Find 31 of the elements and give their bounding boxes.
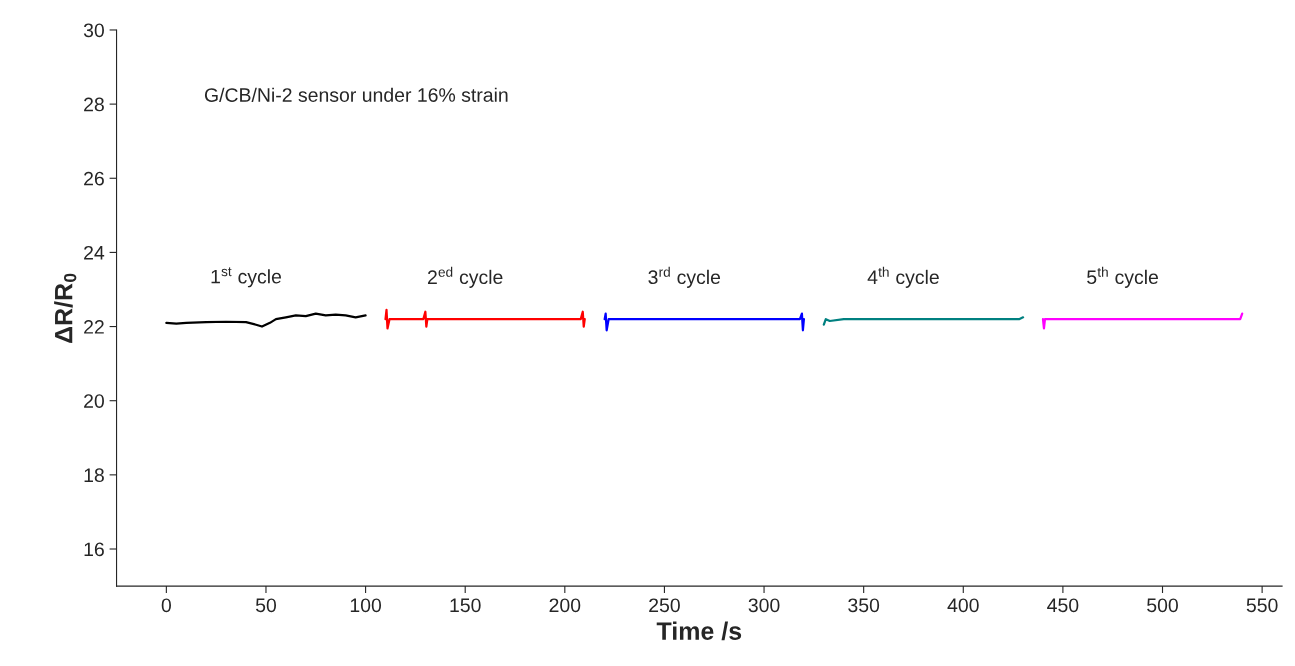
line-series bbox=[384, 308, 586, 330]
x-tick-label: 0 bbox=[161, 598, 171, 613]
line-series bbox=[165, 312, 367, 328]
x-tick-label: 100 bbox=[350, 598, 382, 613]
x-tick-label: 250 bbox=[649, 598, 680, 613]
y-tick-label: 28 bbox=[84, 97, 104, 112]
y-axis-title: ΔR/R$_{0}$ bbox=[54, 273, 77, 343]
x-tick-label: 450 bbox=[1047, 598, 1079, 613]
annotation: G/CB/Ni-2 sensor under 16% strain bbox=[204, 87, 508, 102]
y-tick-label: 20 bbox=[84, 394, 104, 408]
x-tick-label: 150 bbox=[450, 598, 481, 613]
y-tick-label: 16 bbox=[84, 542, 104, 557]
x-tick-label: 550 bbox=[1246, 598, 1278, 613]
y-tick-label: 26 bbox=[84, 171, 104, 186]
annotation: 5$^{th}$ cycle bbox=[1087, 266, 1158, 288]
x-tick-label: 200 bbox=[549, 598, 581, 613]
y-tick-label: 24 bbox=[84, 245, 105, 260]
y-tick-label: 18 bbox=[84, 468, 104, 483]
annotation: 4$^{th}$ cycle bbox=[867, 266, 939, 288]
x-axis-title: Time /s bbox=[656, 621, 742, 641]
x-tick-label: 50 bbox=[255, 598, 277, 613]
line-series bbox=[822, 316, 1025, 326]
x-tick-label: 400 bbox=[947, 598, 979, 613]
x-tick-label: 300 bbox=[748, 598, 780, 613]
x-tick-label: 350 bbox=[848, 598, 880, 613]
y-tick-label: 30 bbox=[83, 23, 104, 38]
annotation: 3$^{rd}$ cycle bbox=[648, 266, 721, 288]
y-tick-label: 22 bbox=[84, 320, 104, 334]
x-tick-label: 500 bbox=[1147, 598, 1178, 613]
annotation: 2$^{ed}$ cycle bbox=[427, 266, 503, 288]
annotation: 1$^{st}$ cycle bbox=[211, 267, 282, 288]
